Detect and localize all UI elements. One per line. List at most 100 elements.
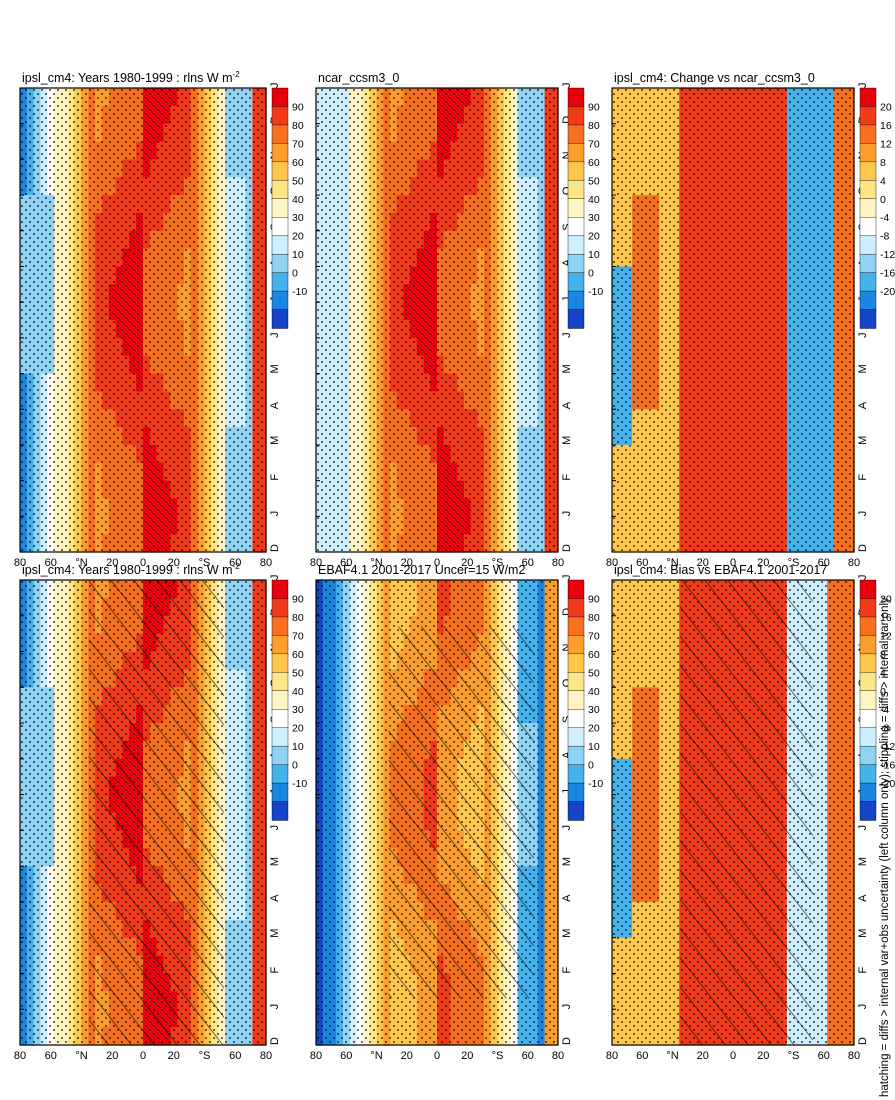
latitude-tick-label: 20 [106,557,118,569]
colorbar-label: 30 [292,212,304,224]
latitude-tick-label: 60 [340,1050,352,1062]
panel-frame [19,87,267,553]
latitude-tick-label: 0 [434,1050,440,1062]
colorbar-swatch [859,217,877,237]
colorbar-label: 30 [292,704,304,716]
latitude-tick-label: °S [492,557,504,569]
latitude-tick-label: 80 [848,557,860,569]
month-tick-label: J [269,1004,281,1010]
colorbar-swatch [859,180,877,200]
colorbar-label: 16 [880,120,892,132]
panel-title: ipsl_cm4: Change vs ncar_ccsm3_0 [614,71,815,85]
month-tick-label: J [269,575,281,581]
month-tick-label: J [561,575,573,581]
colorbar-label: 60 [292,649,304,661]
panel-title: ipsl_cm4: Years 1980-1999 : rlns W m-2 [22,70,240,85]
latitude-tick-label: 60 [229,557,241,569]
colorbar-label: -10 [588,286,603,298]
colorbar-label: 50 [588,667,600,679]
colorbar-label: 80 [292,612,304,624]
colorbar-swatch [567,782,585,803]
colorbar-swatch [567,235,585,255]
panel-title: EBAF4.1 2001-2017 Uncer=15 W/m2 [318,563,525,577]
colorbar-swatch [271,709,289,729]
colorbar-swatch [271,690,289,710]
month-tick-label: M [857,364,869,373]
colorbar-label: 90 [292,593,304,605]
month-tick-label: A [561,894,573,902]
month-tick-label: D [561,116,573,124]
month-tick-label: J [561,83,573,89]
colorbar-label: 50 [588,175,600,187]
colorbar-swatch [567,272,585,292]
month-tick-label: D [561,608,573,616]
colorbar-swatch [567,616,585,637]
colorbar-label: 20 [292,231,304,243]
colorbar-swatch [567,217,585,237]
colorbar-swatch [271,143,289,163]
colorbar-swatch [567,87,585,108]
colorbar-label: 0 [588,268,594,280]
colorbar-swatch [271,635,289,655]
colorbar-swatch [271,198,289,218]
latitude-tick-label: 0 [434,557,440,569]
colorbar-label: 20 [588,723,600,735]
colorbar-swatch [859,106,877,126]
colorbar-label: 0 [292,760,298,772]
colorbar-swatch [271,253,289,274]
latitude-tick-label: 20 [401,557,413,569]
month-tick-label: J [857,332,869,338]
colorbar-label: 30 [588,704,600,716]
latitude-tick-label: 80 [260,1050,272,1062]
latitude-tick-label: 20 [697,557,709,569]
colorbar-swatch [567,635,585,655]
colorbar-swatch [567,690,585,710]
colorbar-label: 60 [588,649,600,661]
latitude-tick-label: °S [788,557,800,569]
month-tick-label: J [561,1004,573,1010]
colorbar-swatch [567,745,585,766]
colorbar-swatch [271,309,289,329]
colorbar-swatch [271,87,289,108]
colorbar-swatch [271,782,289,803]
panels-group: DJFMAMJJASONDJ8060°N20020°S6080ipsl_cm4:… [14,70,895,1062]
colorbar-swatch [567,143,585,163]
colorbar-swatch [271,616,289,637]
month-tick-label: A [269,894,281,902]
colorbar-swatch [859,124,877,145]
colorbar-label: 10 [588,741,600,753]
latitude-tick-label: 60 [45,557,57,569]
colorbar-label: 0 [588,760,594,772]
month-tick-label: D [857,544,869,552]
colorbar-swatch [859,198,877,218]
month-tick-label: A [561,751,573,759]
month-tick-label: J [561,511,573,517]
colorbar-label: 40 [588,686,600,698]
month-tick-label: F [857,474,869,481]
latitude-tick-label: 80 [310,1050,322,1062]
latitude-tick-label: 20 [757,557,769,569]
colorbar-label: 80 [588,612,600,624]
colorbar-label: 10 [588,249,600,261]
colorbar-label: 20 [588,231,600,243]
month-tick-label: J [857,83,869,89]
month-tick-label: O [561,678,573,687]
colorbar-label: 60 [292,157,304,169]
latitude-tick-label: 0 [140,557,146,569]
latitude-tick-label: 60 [45,1050,57,1062]
month-tick-label: F [269,474,281,481]
colorbar-swatch [271,180,289,200]
latitude-tick-label: 80 [310,557,322,569]
month-tick-label: N [561,644,573,652]
chart-panel-b: DJFMAMJJASONDJ8060°N20020°S6080ipsl_cm4:… [14,70,307,569]
colorbar-label: 10 [292,249,304,261]
colorbar-swatch [567,180,585,200]
colorbar-swatch [271,598,289,618]
panel-frame [315,579,559,1046]
colorbar-label: 90 [292,101,304,113]
month-tick-label: J [561,789,573,795]
colorbar-label: 70 [292,138,304,150]
latitude-tick-label: 80 [260,557,272,569]
latitude-tick-label: °N [370,1050,382,1062]
